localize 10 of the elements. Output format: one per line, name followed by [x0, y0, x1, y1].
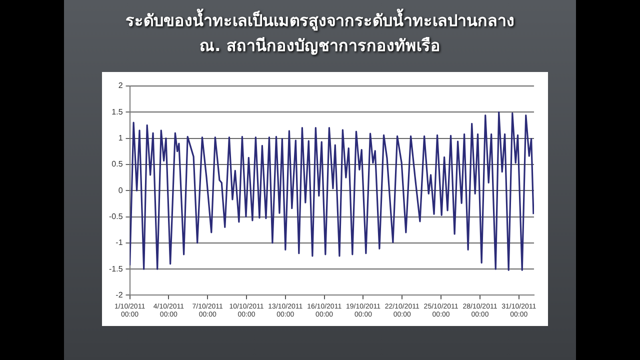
chart-title: ระดับของน้ำทะเลเป็นเมตรสูงจากระดับน้ำทะเลปานกลาง ณ. สถานีกองบัญชาการกองทัพเรือ [124, 8, 516, 57]
y-tick-label: 1.5 [112, 107, 124, 116]
y-tick-label: -0.5 [108, 212, 124, 221]
y-tick-label: -2 [116, 290, 124, 300]
y-tick-label: 2 [118, 81, 124, 90]
y-tick-label: -1.5 [108, 264, 124, 274]
y-tick-label: 1 [118, 134, 124, 143]
y-tick-label: 0 [118, 186, 124, 195]
y-tick-label: 0.5 [112, 160, 124, 169]
y-tick-label: -1 [116, 238, 124, 248]
